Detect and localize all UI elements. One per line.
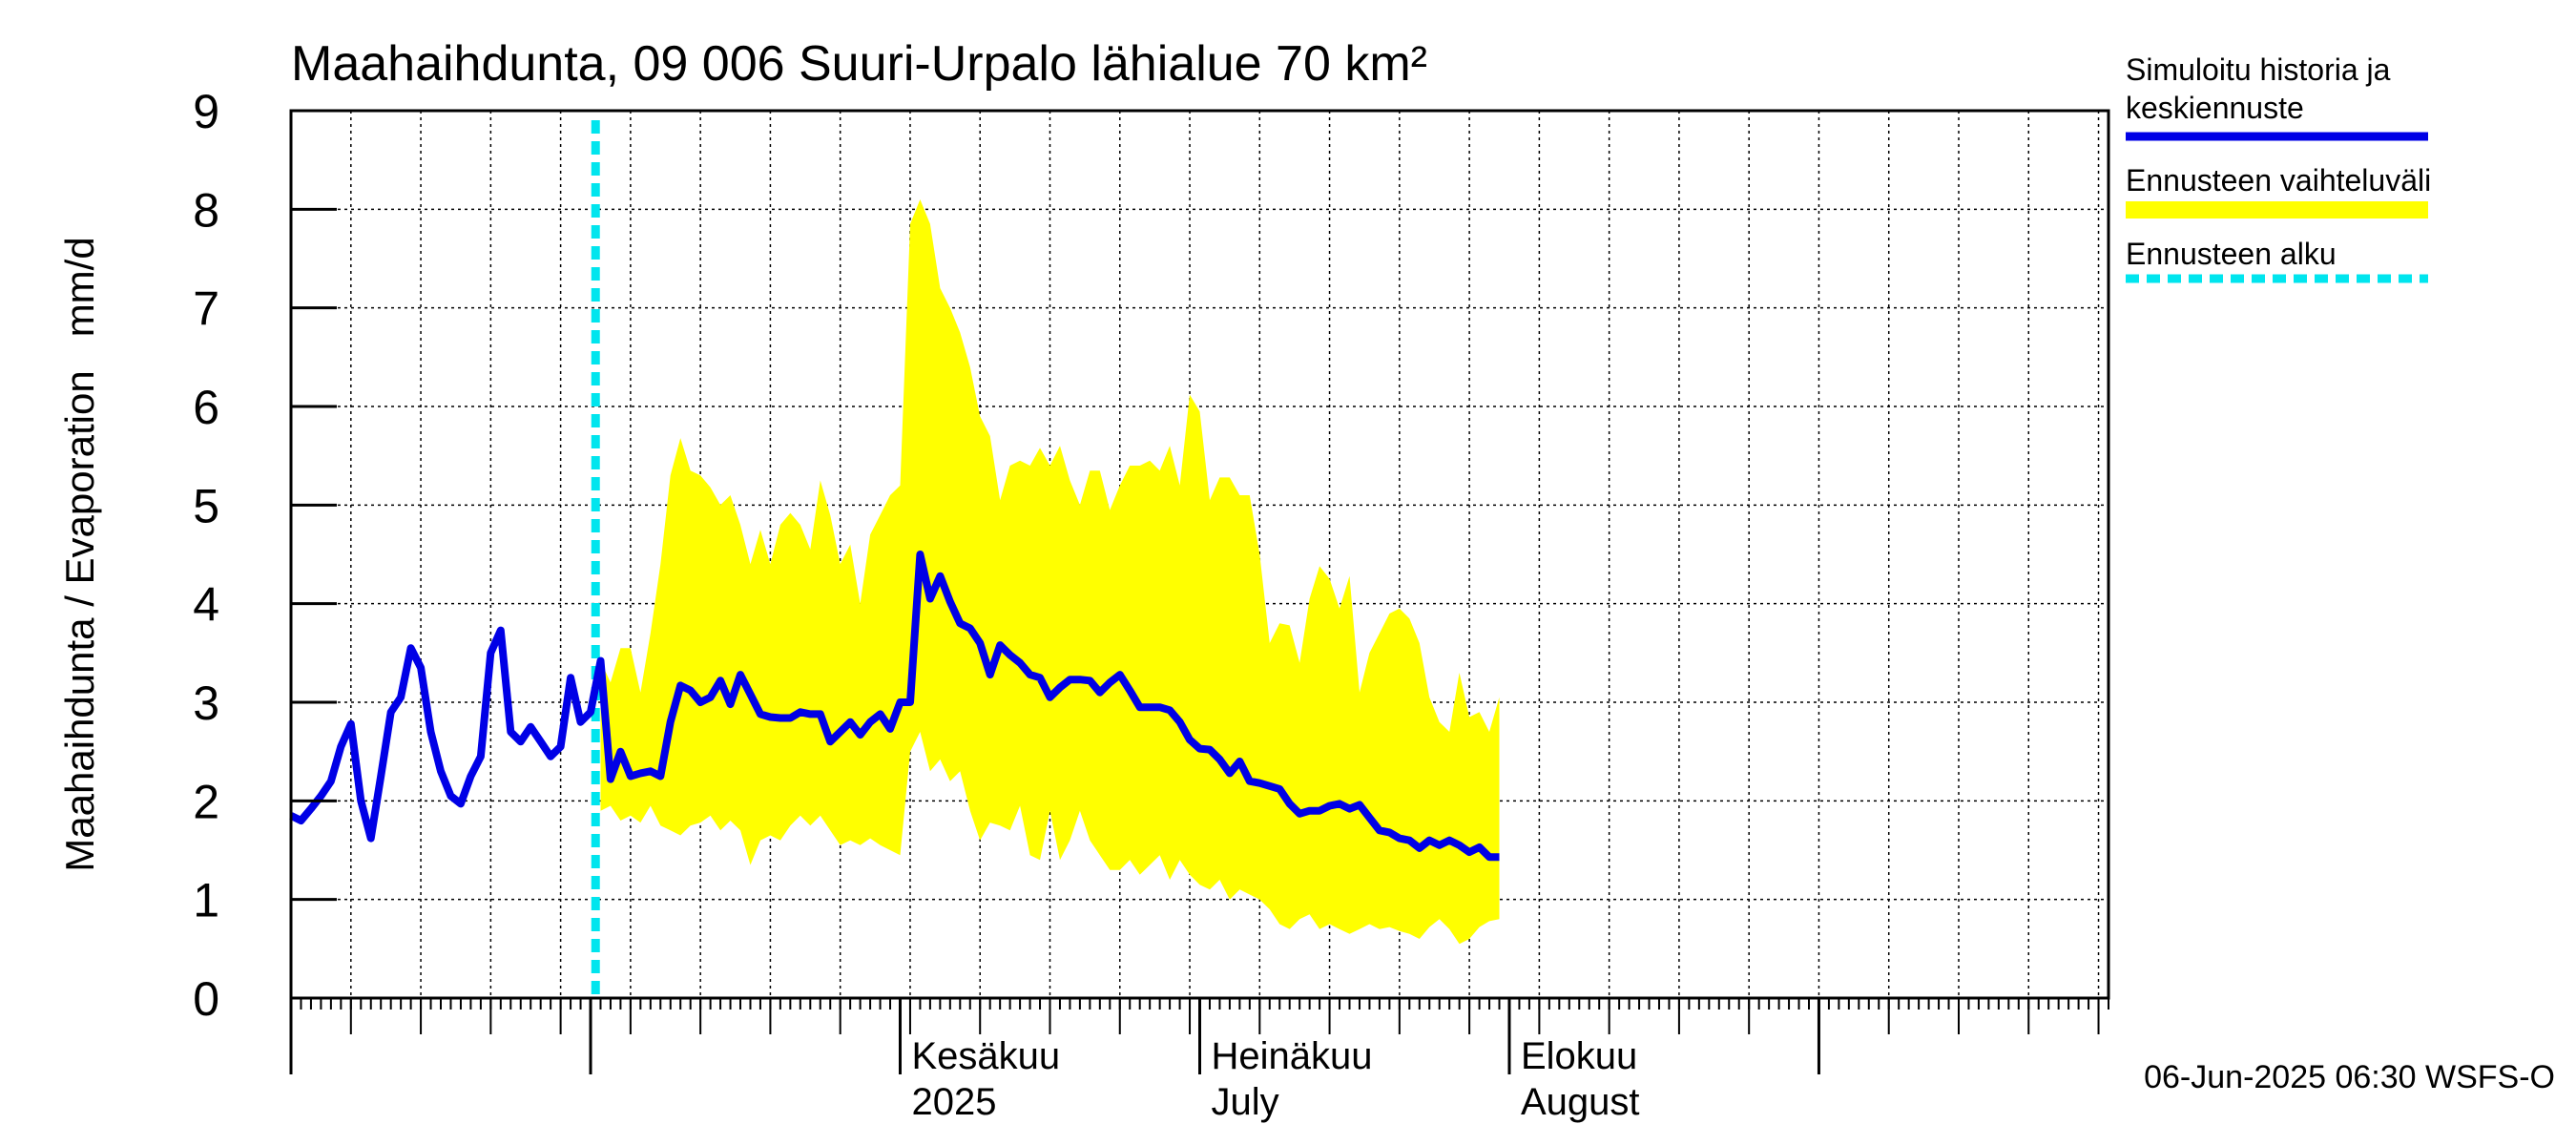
y-tick-label: 7 <box>193 282 219 336</box>
chart-title: Maahaihdunta, 09 006 Suuri-Urpalo lähial… <box>291 36 1427 92</box>
y-tick-label: 8 <box>193 183 219 237</box>
y-tick-label: 5 <box>193 479 219 532</box>
x-month-label: Heinäkuu <box>1212 1035 1373 1077</box>
x-month-sublabel: July <box>1212 1081 1279 1123</box>
legend-label-forecast-start: Ennusteen alku <box>2126 237 2337 271</box>
footer-timestamp: 06-Jun-2025 06:30 WSFS-O <box>2144 1059 2555 1095</box>
y-tick-label: 0 <box>193 972 219 1026</box>
y-tick-label: 9 <box>193 85 219 138</box>
x-month-sublabel: 2025 <box>911 1081 996 1123</box>
y-tick-label: 4 <box>193 578 219 632</box>
y-tick-label: 2 <box>193 775 219 828</box>
x-month-label: Kesäkuu <box>911 1035 1060 1077</box>
y-axis-ticks: 0 1 2 3 4 5 6 7 8 9 <box>193 85 337 1026</box>
legend-label-median: Simuloitu historia ja <box>2126 52 2391 87</box>
x-month-label: Elokuu <box>1521 1035 1637 1077</box>
y-tick-label: 3 <box>193 677 219 730</box>
legend-label-median-2: keskiennuste <box>2126 91 2304 125</box>
legend-label-band: Ennusteen vaihteluväli <box>2126 163 2431 198</box>
forecast-range-band <box>600 199 1500 945</box>
x-month-sublabel: August <box>1521 1081 1640 1123</box>
legend: Simuloitu historia ja keskiennuste Ennuste… <box>2126 52 2431 283</box>
y-tick-label: 6 <box>193 381 219 434</box>
y-axis-label: Maahaihdunta / Evaporation mm/d <box>57 237 102 871</box>
y-tick-label: 1 <box>193 874 219 927</box>
median-line <box>289 551 1500 862</box>
legend-swatch-band <box>2126 201 2428 219</box>
